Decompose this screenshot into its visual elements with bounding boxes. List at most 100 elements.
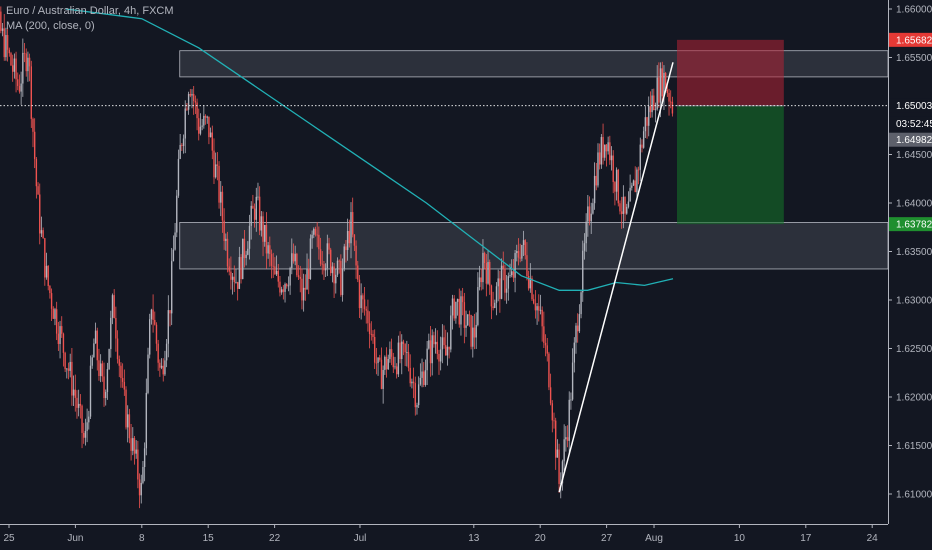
trendline[interactable] — [558, 62, 674, 493]
candle-body — [629, 187, 631, 202]
candle-body — [597, 152, 599, 186]
candle-body — [524, 240, 526, 256]
candle-body — [176, 195, 178, 233]
candle-body — [88, 416, 90, 423]
take-profit-area[interactable] — [677, 105, 784, 225]
price-tick-label: 1.63000 — [896, 296, 932, 307]
candle-body — [127, 414, 129, 428]
candle-body — [490, 285, 493, 307]
candle-body — [133, 438, 136, 454]
candle-body — [565, 437, 567, 440]
candle-body — [641, 144, 643, 148]
candle-body — [522, 240, 525, 245]
candle-body — [154, 319, 156, 325]
candle-body — [79, 403, 82, 406]
candle-body — [257, 196, 259, 198]
candle-body — [89, 365, 92, 417]
candle-body — [463, 302, 466, 328]
candle-body — [277, 270, 279, 282]
candle-body — [137, 449, 139, 480]
candle-body — [299, 276, 301, 279]
candle-body — [384, 356, 386, 371]
candle-body — [346, 231, 349, 251]
candle-body — [636, 169, 638, 193]
candle-body — [583, 243, 586, 251]
candle-body — [169, 310, 171, 314]
candle-body — [570, 399, 572, 401]
indicator-label: MA (200, close, 0) — [6, 20, 95, 32]
candle-body — [656, 77, 658, 110]
candle-body — [223, 220, 225, 241]
candle-body — [15, 58, 17, 80]
candle-body — [181, 144, 183, 146]
candle-body — [284, 284, 286, 292]
candle-body — [235, 282, 237, 283]
candle-body — [72, 389, 75, 396]
candle-body — [61, 326, 63, 334]
candle-body — [575, 325, 577, 343]
candle-body — [326, 243, 329, 269]
candle-body — [253, 208, 256, 220]
candle-body — [401, 341, 403, 360]
candle-body — [446, 346, 449, 356]
candle-body — [429, 340, 432, 364]
candle-body — [416, 405, 418, 408]
candle-body — [571, 362, 574, 400]
candle-body — [340, 260, 342, 295]
candle-body — [494, 302, 496, 309]
candle-body — [270, 254, 273, 266]
position-tool[interactable] — [677, 39, 784, 225]
candle-body — [71, 361, 73, 396]
candle-body — [220, 191, 222, 203]
candle-body — [64, 352, 66, 370]
candle-body — [301, 278, 303, 301]
candle-body — [292, 253, 295, 262]
time-axis[interactable]: 25 Jun 8 15 22 Jul 13 20 27 Aug 10 17 24 — [0, 524, 888, 544]
candle-body — [233, 276, 235, 283]
candle-body — [394, 366, 396, 368]
candle-body — [147, 354, 149, 393]
candle-body — [74, 389, 76, 398]
candle-body — [634, 180, 636, 193]
candle-body — [213, 150, 215, 178]
candle-body — [265, 224, 268, 254]
candle-body — [379, 357, 381, 360]
candle-body — [576, 325, 579, 332]
candle-body — [231, 276, 234, 280]
candle-body — [40, 230, 43, 234]
candle-body — [55, 309, 58, 334]
candle-body — [258, 196, 261, 231]
trendline-segment[interactable] — [558, 62, 674, 493]
candle-body — [204, 115, 207, 118]
candle-body — [499, 278, 501, 299]
candle-body — [62, 333, 65, 353]
candle-body — [199, 126, 202, 134]
candle-body — [99, 363, 102, 377]
candle-body — [3, 28, 5, 58]
candle-body — [582, 250, 584, 293]
candle-body — [390, 349, 393, 357]
candle-body — [143, 448, 146, 467]
candle-body — [473, 327, 476, 338]
candle-body — [649, 106, 652, 113]
candle-body — [39, 194, 41, 234]
candle-body — [282, 289, 285, 292]
candle-body — [209, 132, 212, 138]
candle-body — [534, 303, 537, 311]
stop-loss-area[interactable] — [677, 39, 784, 106]
candle-body — [10, 53, 12, 66]
candle-body — [419, 377, 422, 385]
candle-body — [404, 344, 406, 353]
candle-body — [44, 238, 46, 278]
price-axis[interactable]: 1.660001.655001.650001.645001.640001.635… — [888, 0, 932, 550]
candle-body — [477, 287, 479, 325]
price-tick-label: 1.61000 — [896, 490, 932, 501]
candle-body — [417, 384, 420, 406]
candle-body — [482, 252, 484, 283]
candle-body — [526, 255, 528, 276]
candle-body — [311, 234, 313, 239]
candle-body — [25, 53, 27, 72]
time-tick-label: 20 — [535, 533, 547, 544]
candle-body — [615, 169, 618, 192]
